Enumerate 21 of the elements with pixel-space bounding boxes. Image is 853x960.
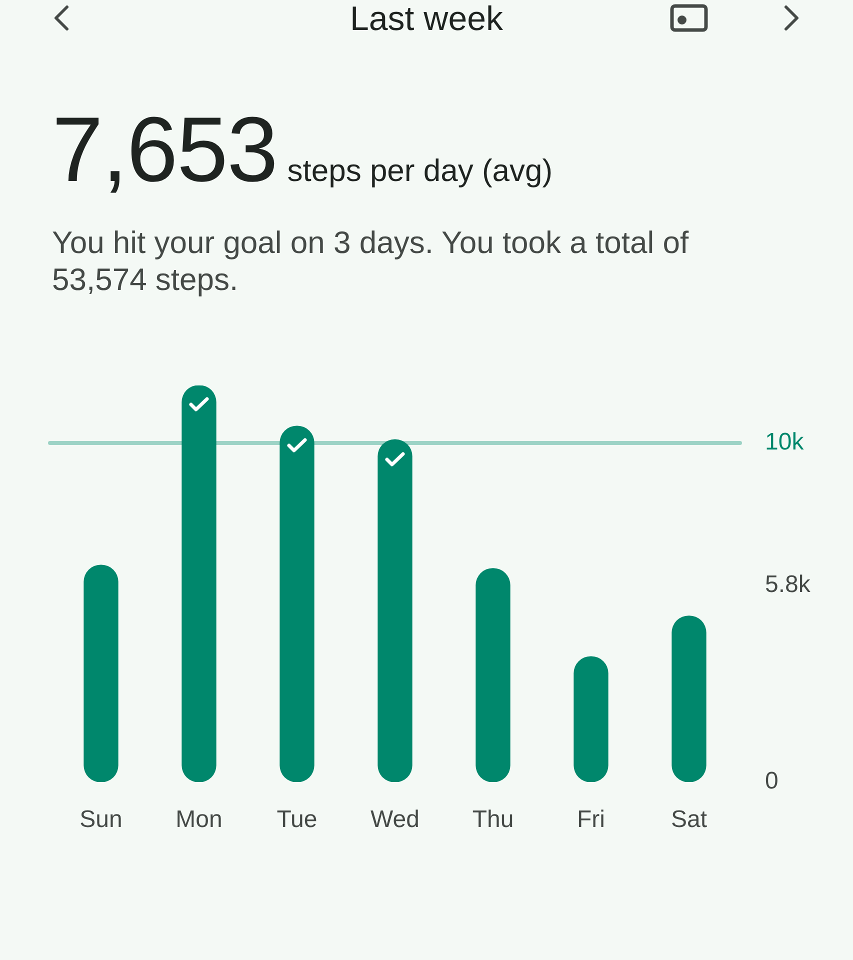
y-tick-label: 0 — [765, 768, 778, 795]
y-tick-label: 5.8k — [765, 571, 812, 598]
x-tick-label: Sat — [670, 806, 708, 834]
bar — [182, 385, 216, 782]
x-tick-label: Fri — [577, 806, 605, 834]
y-tick-label: 10k — [765, 428, 805, 456]
bar — [574, 656, 608, 782]
bar — [280, 426, 314, 782]
text: 7,653 — [52, 99, 278, 201]
bar — [84, 564, 118, 782]
x-tick-label: Thu — [472, 806, 514, 834]
chart-subtitle: You hit your goal on 3 days. You took a total of 53,574 steps. — [52, 224, 690, 298]
bar — [378, 439, 412, 782]
x-tick-label: Sun — [80, 806, 122, 834]
x-tick-label: Mon — [176, 806, 222, 834]
x-tick-label: Wed — [370, 806, 420, 834]
x-tick-label: Tue — [276, 806, 318, 834]
text: steps per day (avg) — [287, 153, 553, 188]
bar — [476, 568, 510, 782]
bar — [672, 616, 706, 782]
chart-title: Last week — [348, 0, 504, 38]
